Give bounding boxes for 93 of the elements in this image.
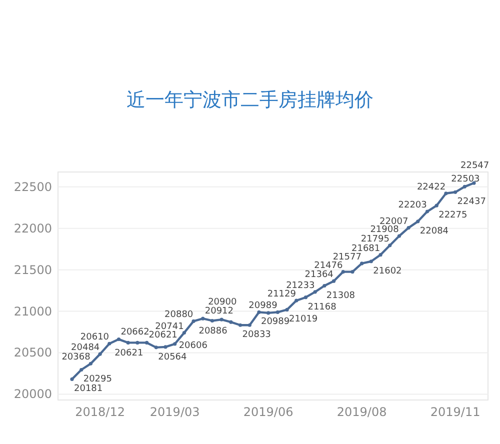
- data-label: 21476: [314, 260, 344, 271]
- point: [397, 234, 402, 238]
- point: [369, 260, 373, 264]
- point: [98, 352, 102, 356]
- point: [257, 310, 261, 314]
- data-label: 22007: [380, 216, 408, 227]
- point: [210, 318, 214, 323]
- data-label: 22503: [451, 174, 480, 185]
- point: [164, 345, 168, 349]
- data-label: 20181: [74, 384, 103, 394]
- data-label: 20741: [155, 322, 184, 332]
- point: [416, 220, 420, 224]
- point: [425, 210, 430, 214]
- point: [322, 284, 326, 288]
- data-label: 21308: [326, 290, 356, 301]
- data-label: 20833: [242, 330, 271, 340]
- point: [201, 316, 205, 320]
- data-label: 20880: [164, 310, 194, 320]
- data-label: 21168: [308, 302, 337, 312]
- point: [136, 340, 140, 345]
- point: [378, 253, 382, 257]
- point: [454, 190, 458, 194]
- data-label: 20621: [114, 348, 144, 359]
- data-label: 20912: [204, 306, 234, 317]
- data-label: 20564: [158, 352, 188, 362]
- data-label: 22203: [398, 200, 427, 211]
- data-label: 21577: [332, 252, 362, 262]
- point: [182, 330, 186, 335]
- y-tick-label: 22000: [14, 221, 52, 236]
- point: [248, 323, 252, 327]
- point: [116, 338, 121, 342]
- data-label: 20484: [71, 343, 100, 354]
- data-label: 21019: [289, 314, 318, 325]
- data-label: 20662: [120, 327, 150, 338]
- point: [434, 204, 438, 208]
- data-label: 22275: [438, 210, 468, 221]
- y-tick-label: 21000: [14, 304, 52, 318]
- data-label: 21602: [373, 266, 402, 276]
- data-label: 22084: [420, 226, 449, 236]
- y-tick-label: 22500: [14, 180, 52, 194]
- point: [266, 311, 270, 315]
- data-label: 20989: [248, 301, 278, 312]
- point: [360, 262, 364, 266]
- point: [229, 320, 233, 324]
- x-tick-label: 2019/06: [243, 405, 294, 419]
- data-label: 21364: [304, 270, 334, 280]
- data-label: 20295: [83, 374, 112, 385]
- point: [313, 290, 317, 294]
- data-label: 20610: [80, 332, 110, 343]
- data-label: 21795: [360, 234, 390, 244]
- point: [126, 340, 130, 345]
- data-label: 22547: [460, 161, 490, 172]
- point: [80, 368, 84, 372]
- data-label: 20886: [198, 326, 228, 337]
- point: [332, 279, 336, 283]
- point: [341, 270, 345, 274]
- point: [70, 377, 74, 381]
- point: [285, 308, 289, 312]
- x-tick-label: 2019/11: [430, 405, 480, 419]
- point: [220, 318, 224, 322]
- chart-title: 近一年宁波市二手房挂牌均价: [126, 89, 374, 111]
- point: [304, 296, 308, 300]
- data-label: 21681: [352, 244, 380, 254]
- point: [406, 226, 410, 230]
- data-label: 20606: [178, 340, 208, 351]
- point: [350, 270, 354, 274]
- point: [144, 340, 149, 345]
- data-label: 20621: [148, 330, 178, 341]
- point: [192, 319, 196, 324]
- data-label: 20368: [62, 352, 91, 363]
- x-tick-label: 2019/03: [150, 405, 200, 419]
- point: [108, 342, 112, 346]
- data-label: 22422: [416, 182, 446, 192]
- data-label: 21908: [370, 225, 400, 236]
- point: [88, 362, 92, 366]
- point: [444, 192, 448, 196]
- data-label: 20900: [208, 298, 237, 308]
- y-tick-label: 21500: [14, 262, 52, 277]
- x-tick-label: 2018/12: [75, 405, 125, 419]
- y-tick-label: 20000: [14, 387, 52, 402]
- point: [238, 323, 242, 327]
- data-label: 20989: [260, 317, 290, 328]
- data-label: 21129: [267, 290, 296, 300]
- y-tick-label: 20500: [14, 346, 52, 360]
- point: [173, 342, 177, 346]
- point: [294, 298, 298, 302]
- point: [154, 346, 158, 350]
- data-label: 21233: [286, 280, 315, 291]
- point: [276, 310, 280, 314]
- x-tick-label: 2019/08: [336, 405, 387, 419]
- data-label: 22437: [457, 197, 486, 208]
- point: [388, 244, 392, 248]
- point: [462, 184, 466, 188]
